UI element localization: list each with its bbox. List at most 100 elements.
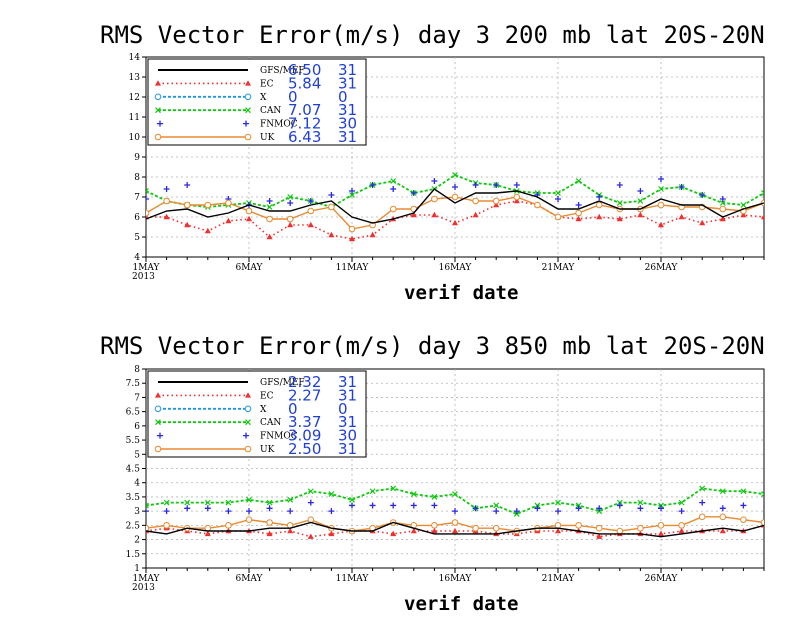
series-fnmoc-point (307, 198, 314, 204)
series-can-point (146, 188, 149, 194)
series-can-point (328, 491, 335, 498)
legend-stat-count: 31 (338, 128, 357, 146)
series-fnmoc-point (146, 196, 149, 202)
series-uk-point (472, 524, 479, 532)
series-uk-point (678, 522, 685, 529)
series-uk-point (657, 201, 665, 209)
series-can-point (555, 190, 561, 196)
series-can-point (699, 485, 706, 492)
legend-marker (243, 432, 249, 439)
series-uk-point (146, 524, 150, 532)
series-fnmoc-point (328, 508, 335, 515)
series-fnmoc-point (390, 502, 397, 509)
series-uk-point (146, 209, 150, 217)
series-fnmoc-point (369, 182, 376, 188)
series-ec-point (287, 221, 294, 228)
series-ec-point (719, 527, 726, 534)
series-ec-point (225, 217, 232, 224)
series-can-point (637, 198, 644, 204)
series-fnmoc-point (575, 202, 582, 208)
series-fnmoc-point (555, 508, 561, 515)
series-ec-point (699, 219, 706, 226)
series-ec-point (452, 219, 458, 226)
series-fnmoc-point (678, 184, 685, 190)
series-fnmoc-point (163, 186, 170, 192)
series-uk-point (472, 197, 479, 205)
series-can-point (225, 499, 232, 506)
series-fnmoc-point (431, 502, 438, 509)
legend-stat-count: 31 (338, 373, 357, 391)
x-tick-label: 16MAY (439, 574, 473, 584)
series-can-point (349, 496, 355, 503)
series-uk-point (595, 201, 603, 209)
series-fnmoc-point (472, 182, 479, 188)
x-tick-label: 11MAY (336, 574, 370, 584)
series-can-point (369, 488, 376, 495)
legend-marker (155, 419, 161, 426)
series-fnmoc-point (699, 192, 706, 198)
series-can-point (740, 488, 747, 495)
series-can-point (204, 499, 211, 506)
legend-item-x: X 0 0 (154, 88, 348, 106)
series-fnmoc-point (740, 502, 747, 509)
series-uk-point (657, 522, 665, 529)
series-uk-point (286, 215, 294, 223)
legend-stat-count: 31 (338, 61, 357, 79)
legend-marker (245, 107, 251, 114)
series-fnmoc-point (493, 182, 500, 188)
legend-stat-value: 5.84 (288, 74, 321, 92)
legend-marker (154, 133, 162, 141)
series-fnmoc-point (699, 499, 706, 506)
legend-marker (244, 445, 252, 453)
series-ec-point (266, 233, 273, 240)
series-uk-point (575, 209, 582, 217)
series-fnmoc-point (369, 502, 376, 509)
y-tick-label: 4 (134, 479, 140, 489)
series-can-point (555, 499, 561, 506)
series-ec-point (204, 530, 211, 537)
series-can-point (431, 494, 438, 500)
series-uk-point (183, 201, 191, 209)
series-can-point (266, 499, 273, 506)
series-fnmoc-point (246, 508, 252, 515)
legend-marker (154, 93, 162, 101)
legend-marker (157, 120, 163, 127)
series-fnmoc-point (513, 182, 520, 188)
plot-area (146, 485, 764, 539)
chart-200mb: RMS Vector Error(m/s) day 3 200 mb lat 2… (100, 21, 765, 304)
y-tick-label: 13 (129, 73, 141, 83)
series-uk-point (451, 519, 459, 526)
legend-item-ec: EC 5.84 31 (155, 74, 357, 92)
series-can-point (390, 485, 397, 492)
series-ec-point (596, 213, 603, 220)
series-uk (146, 513, 764, 535)
series-fnmoc-point (146, 508, 149, 515)
series-uk-point (492, 524, 500, 532)
legend-stat-value: 0 (288, 88, 298, 106)
y-tick-label: 11 (129, 113, 140, 123)
series-ec-point (616, 215, 623, 222)
series-fnmoc-point (616, 182, 623, 188)
y-tick-label: 14 (129, 53, 141, 63)
x-axis-label: verif date (404, 282, 518, 304)
series-ec-point (410, 211, 417, 218)
series-can-point (349, 192, 355, 198)
x-axis-label: verif date (404, 593, 518, 615)
series-fnmoc-point (349, 188, 355, 194)
series-can-point (452, 172, 458, 178)
series-uk-point (760, 519, 764, 526)
series-fnmoc-point (349, 502, 355, 509)
x-tick-label: 21MAY (542, 263, 576, 273)
series-ec-point (204, 227, 211, 234)
legend-stat-count: 31 (338, 386, 357, 404)
legend-marker (244, 93, 252, 101)
series-uk-point (719, 513, 727, 521)
series-fnmoc-point (410, 502, 417, 509)
legend-stat-value: 3.37 (288, 413, 321, 431)
series-gfsmef (146, 188, 764, 224)
y-tick-label: 10 (129, 133, 141, 143)
